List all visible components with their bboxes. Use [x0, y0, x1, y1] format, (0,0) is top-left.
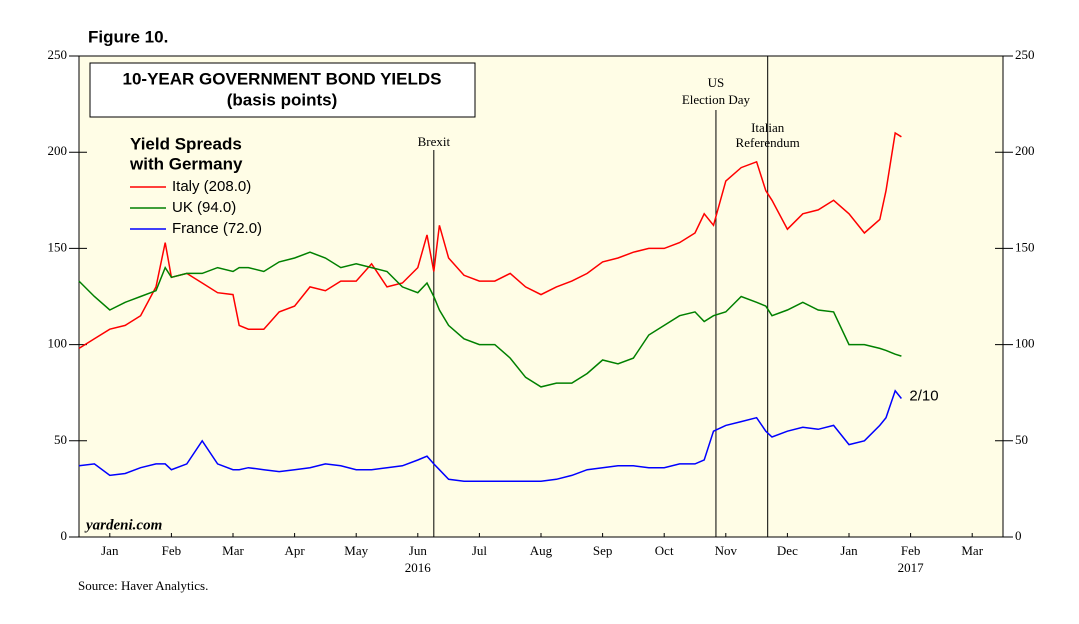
- y2-tick-label: 50: [1015, 432, 1028, 447]
- x-tick-label: Mar: [961, 543, 983, 558]
- x-tick-label: Oct: [655, 543, 674, 558]
- chart-subtitle: (basis points): [227, 90, 338, 109]
- year-label: 2017: [898, 560, 925, 575]
- x-tick-label: Mar: [222, 543, 244, 558]
- x-tick-label: Jan: [840, 543, 858, 558]
- event-label: Election Day: [682, 92, 751, 107]
- year-label: 2016: [405, 560, 432, 575]
- x-tick-label: Sep: [593, 543, 613, 558]
- x-tick-label: Feb: [162, 543, 182, 558]
- series-line: [78, 389, 902, 482]
- end-label: 2/10: [909, 387, 938, 404]
- event-label: Brexit: [418, 134, 451, 149]
- y2-tick-label: 150: [1015, 239, 1035, 254]
- chart-title: 10-YEAR GOVERNMENT BOND YIELDS: [123, 69, 442, 88]
- y-tick-label: 250: [48, 47, 68, 62]
- legend-label: UK (94.0): [172, 199, 236, 216]
- y2-tick-label: 250: [1015, 47, 1035, 62]
- watermark: yardeni.com: [84, 517, 162, 533]
- x-tick-label: Jun: [409, 543, 428, 558]
- x-tick-label: Jan: [101, 543, 119, 558]
- x-tick-label: Aug: [530, 543, 553, 558]
- legend-title: Yield Spreads: [130, 134, 242, 153]
- y-tick-label: 50: [54, 432, 67, 447]
- x-tick-label: Jul: [472, 543, 488, 558]
- x-tick-label: Nov: [715, 543, 738, 558]
- y-tick-label: 100: [48, 336, 68, 351]
- legend-title: with Germany: [129, 154, 243, 173]
- y2-tick-label: 0: [1015, 528, 1022, 543]
- y-tick-label: 200: [48, 143, 68, 158]
- y-tick-label: 150: [48, 239, 68, 254]
- y2-tick-label: 200: [1015, 143, 1035, 158]
- event-label: Italian: [751, 120, 785, 135]
- series-line: [78, 131, 902, 350]
- x-tick-label: Apr: [284, 543, 305, 558]
- event-label: US: [708, 75, 725, 90]
- figure-label: Figure 10.: [88, 27, 168, 46]
- event-label: Referendum: [736, 135, 800, 150]
- x-tick-label: May: [344, 543, 368, 558]
- y-tick-label: 0: [61, 528, 68, 543]
- y2-tick-label: 100: [1015, 336, 1035, 351]
- x-tick-label: Dec: [777, 543, 798, 558]
- title-box: [89, 62, 476, 118]
- legend-label: France (72.0): [172, 220, 262, 237]
- x-tick-label: Feb: [901, 543, 921, 558]
- source: Source: Haver Analytics.: [78, 578, 208, 593]
- plot-area: [78, 55, 1004, 538]
- series-line: [78, 251, 902, 388]
- legend-label: Italy (208.0): [172, 178, 251, 195]
